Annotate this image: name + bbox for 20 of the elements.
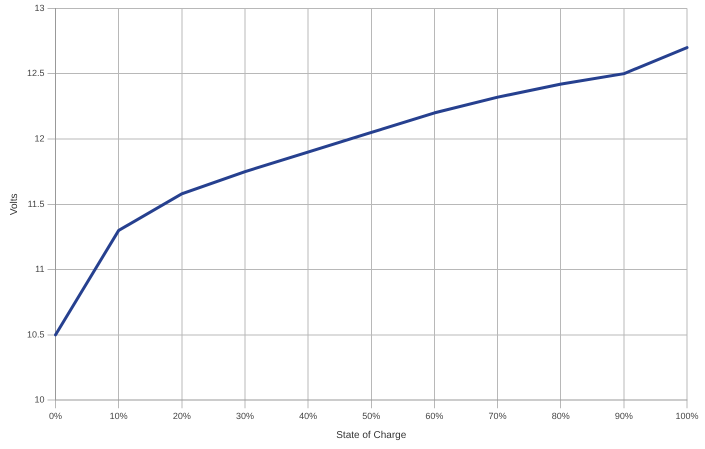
y-tick-label: 10 <box>34 394 45 405</box>
x-tick-label: 10% <box>110 411 128 422</box>
x-tick-label: 80% <box>552 411 570 422</box>
x-tick-label: 60% <box>425 411 444 422</box>
x-tick-label: 0% <box>49 411 62 422</box>
y-tick-label: 10.5 <box>26 329 45 340</box>
y-tick-label: 12 <box>34 133 45 144</box>
x-tick-label: 90% <box>614 411 633 422</box>
x-tick-label: 70% <box>488 411 507 422</box>
x-tick-label: 100% <box>675 411 699 422</box>
x-tick-label: 30% <box>236 411 254 422</box>
x-tick-label: 50% <box>362 411 380 422</box>
x-tick-label: 20% <box>172 411 191 422</box>
y-axis-title: Volts <box>8 193 20 216</box>
y-tick-label: 13 <box>34 2 45 13</box>
y-tick-label: 12.5 <box>26 68 45 78</box>
y-tick-label: 11.5 <box>28 198 45 209</box>
x-tick-label: 40% <box>299 411 318 422</box>
y-tick-label: 11 <box>35 264 45 274</box>
x-axis-title: State of Charge <box>336 430 407 441</box>
